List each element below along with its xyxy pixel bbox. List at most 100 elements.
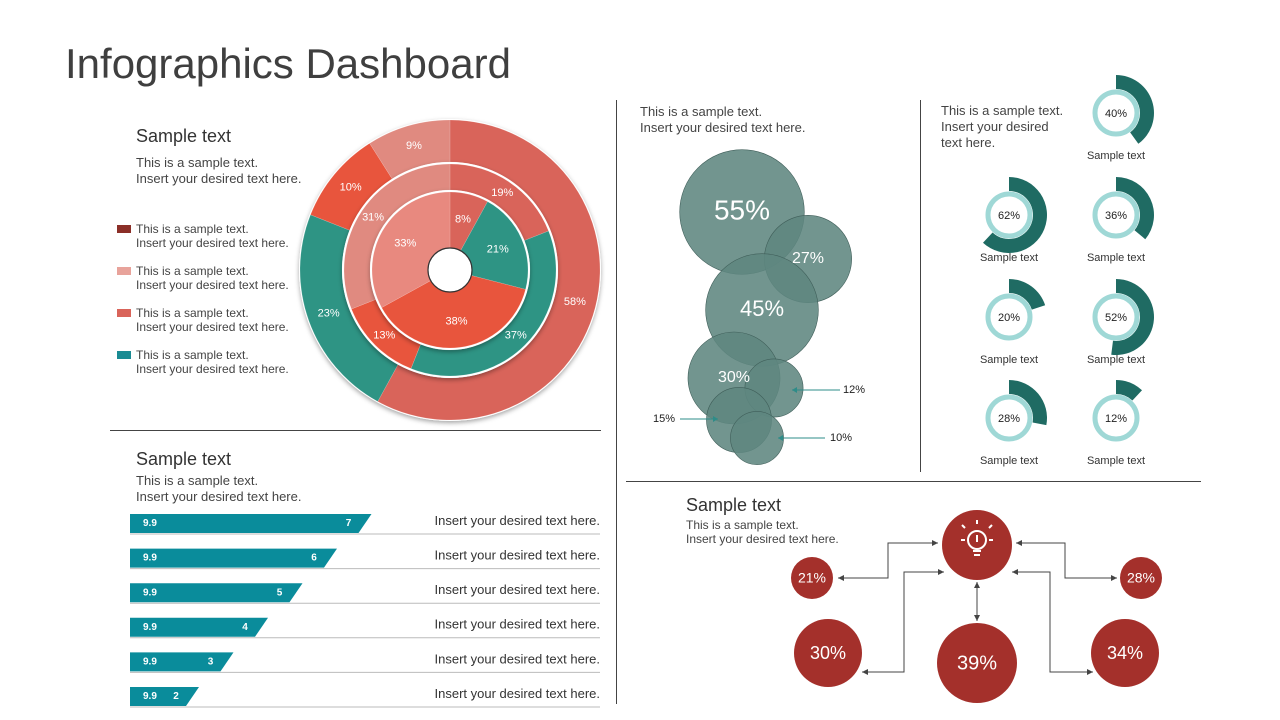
gauge-caption: Sample text xyxy=(980,455,1038,467)
flow-connector xyxy=(862,571,944,673)
gauge-arc xyxy=(982,177,1047,254)
gauge-ring xyxy=(1092,394,1140,442)
lightbulb-icon xyxy=(961,520,993,556)
legend-text: This is a sample text. Insert your desire… xyxy=(136,348,289,376)
flow-value-label: 21% xyxy=(798,570,826,586)
bar-desc-line1: This is a sample text. xyxy=(136,473,259,488)
flow-value-circle xyxy=(791,557,833,599)
flow-desc-line1: This is a sample text. xyxy=(686,518,799,532)
bar-row-text: Insert your desired text here. xyxy=(435,617,600,632)
bar xyxy=(130,652,234,672)
donut-center-hole xyxy=(427,247,473,293)
legend-item: This is a sample text. Insert your desire… xyxy=(117,264,317,294)
gauge-caption: Sample text xyxy=(980,354,1038,366)
legend-swatch xyxy=(117,267,131,275)
bubble-chart: 55% 27% 45% 30% 12% 15% 10% xyxy=(653,149,865,465)
gauge-arc xyxy=(1116,177,1154,240)
horizontal-bar-chart: 9.9 7 Insert your desired text here. 9.9 6 In… xyxy=(130,513,600,708)
bar-start-label: 9.9 xyxy=(143,553,157,564)
bar-row-text: Insert your desired text here. xyxy=(435,582,600,597)
bar-row-text: Insert your desired text here. xyxy=(435,513,600,528)
legend-swatch xyxy=(117,351,131,359)
bubble-callout-label: 10% xyxy=(830,432,852,444)
lightbulb-icon-circle xyxy=(942,510,1012,580)
bar-value-label: 2 xyxy=(173,691,179,702)
gauge-value: 12% xyxy=(1105,413,1127,425)
donut-slice-label: 19% xyxy=(491,187,513,199)
bubble-arrow xyxy=(713,416,718,422)
legend-text: This is a sample text. Insert your desire… xyxy=(136,222,289,250)
flow-arrowhead xyxy=(1111,575,1117,581)
gauge-arc xyxy=(1116,380,1143,401)
flow-arrowhead xyxy=(938,569,944,575)
bar-value-label: 4 xyxy=(242,622,248,633)
donut-slice-label: 8% xyxy=(455,214,471,226)
bubble-label: 45% xyxy=(740,296,784,321)
bar-row-text: Insert your desired text here. xyxy=(435,651,600,666)
flow-value-circle xyxy=(937,623,1017,703)
donut-slice-label: 21% xyxy=(487,243,509,255)
gauge-value: 28% xyxy=(998,413,1020,425)
donut-slice-label: 10% xyxy=(340,182,362,194)
donut-slice-label: 9% xyxy=(406,140,422,152)
flow-arrowhead xyxy=(1016,540,1022,546)
bubble-callout-label: 15% xyxy=(653,413,675,425)
bar-start-label: 9.9 xyxy=(143,622,157,633)
bubble-desc-line2: Insert your desired text here. xyxy=(640,120,806,135)
flow-arrowhead xyxy=(932,540,938,546)
gauge-ring xyxy=(1092,293,1140,341)
bar xyxy=(130,617,268,637)
gauge-value: 20% xyxy=(998,312,1020,324)
flow-arrowhead xyxy=(838,575,844,581)
donut-desc-line1: This is a sample text. xyxy=(136,155,259,170)
gauge-caption: Sample text xyxy=(1087,150,1145,162)
legend-item: This is a sample text. Insert your desire… xyxy=(117,348,317,378)
gauge-value: 40% xyxy=(1105,108,1127,120)
flow-value-label: 34% xyxy=(1107,643,1143,663)
flow-value-circle xyxy=(794,619,862,687)
bubble-arrow xyxy=(778,435,783,441)
donut-heading: Sample text xyxy=(136,126,232,146)
legend-item: This is a sample text. Insert your desire… xyxy=(117,222,317,252)
legend-swatch xyxy=(117,309,131,317)
bar-row-text: Insert your desired text here. xyxy=(435,548,600,563)
bubble-label: 55% xyxy=(714,194,770,225)
bar-desc-line2: Insert your desired text here. xyxy=(136,489,302,504)
bar-value-label: 6 xyxy=(311,553,317,564)
donut-desc-line2: Insert your desired text here. xyxy=(136,171,302,186)
gauge-desc-line2: Insert your desired xyxy=(941,119,1049,134)
bar xyxy=(130,687,199,706)
bubble-label: 30% xyxy=(718,369,750,386)
flow-diagram: 21% 28% 30% 39% 34% xyxy=(791,510,1162,703)
donut-slice-label: 13% xyxy=(373,330,395,342)
flow-connector xyxy=(1016,542,1117,579)
bar xyxy=(130,514,372,533)
page-title: Infographics Dashboard xyxy=(65,40,511,87)
gauge-caption: Sample text xyxy=(1087,455,1145,467)
bar-start-label: 9.9 xyxy=(143,587,157,598)
bar-row-text: Insert your desired text here. xyxy=(435,686,600,701)
divider-horizontal-right xyxy=(626,481,1201,482)
flow-arrowhead xyxy=(974,615,980,621)
flow-arrowhead xyxy=(974,582,980,588)
bubble-arrow xyxy=(792,387,797,393)
donut-slice-label: 33% xyxy=(394,237,416,249)
gauge-ring xyxy=(1092,89,1140,137)
legend-text: This is a sample text. Insert your desire… xyxy=(136,306,289,334)
donut-slice-label: 38% xyxy=(446,315,468,327)
gauge-caption: Sample text xyxy=(980,252,1038,264)
gauge-ring xyxy=(985,394,1033,442)
gauge-desc-line3: text here. xyxy=(941,135,996,150)
bar-start-label: 9.9 xyxy=(143,657,157,668)
gauge-desc-line1: This is a sample text. xyxy=(941,103,1064,118)
donut-slice-label: 37% xyxy=(505,330,527,342)
flow-heading: Sample text xyxy=(686,495,782,515)
bar-heading: Sample text xyxy=(136,449,232,469)
donut-slice-label: 58% xyxy=(564,296,586,308)
flow-connector xyxy=(1012,571,1093,673)
flow-arrowhead xyxy=(1087,669,1093,675)
bar xyxy=(130,548,337,568)
bar-start-label: 9.9 xyxy=(143,691,157,702)
flow-value-label: 30% xyxy=(810,643,846,663)
flow-connector xyxy=(838,542,938,579)
